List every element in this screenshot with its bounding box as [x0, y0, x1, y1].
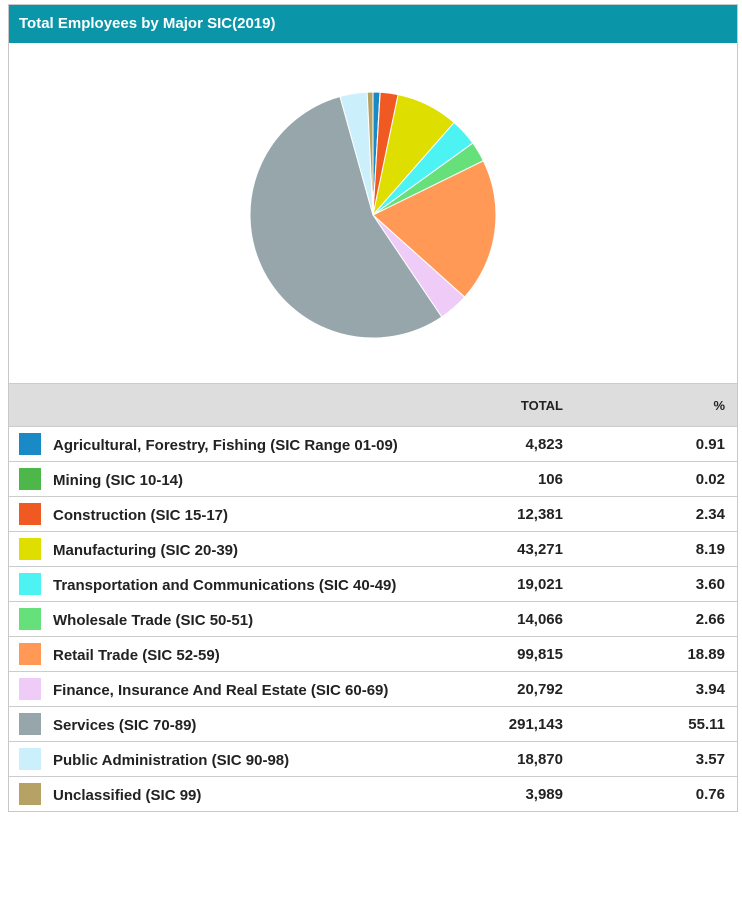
percent-cell: 3.57 — [575, 741, 737, 777]
row-label: Mining (SIC 10-14) — [53, 472, 184, 489]
panel: Total Employees by Major SIC(2019) TOTAL… — [8, 4, 738, 812]
legend-swatch — [19, 573, 41, 595]
percent-cell: 0.76 — [575, 776, 737, 811]
header-row: TOTAL % — [9, 383, 737, 427]
pie-slice — [372, 160, 497, 298]
legend-swatch — [19, 503, 41, 525]
legend-swatch — [19, 433, 41, 455]
percent-cell: 55.11 — [575, 706, 737, 742]
row-label: Wholesale Trade (SIC 50-51) — [53, 612, 254, 629]
legend-swatch — [19, 468, 41, 490]
total-cell: 20,792 — [452, 671, 575, 707]
row-label-cell: Public Administration (SIC 90-98) — [9, 741, 452, 777]
row-label: Agricultural, Forestry, Fishing (SIC Ran… — [53, 437, 398, 454]
table-row: Public Administration (SIC 90-98) 18,870 3… — [9, 741, 737, 777]
table-row: Services (SIC 70-89) 291,143 55.11 — [9, 706, 737, 742]
table-row: Unclassified (SIC 99) 3,989 0.76 — [9, 776, 737, 811]
table-row: Finance, Insurance And Real Estate (SIC … — [9, 671, 737, 707]
total-cell: 18,870 — [452, 741, 575, 777]
row-label-cell: Services (SIC 70-89) — [9, 706, 452, 742]
row-label-cell: Agricultural, Forestry, Fishing (SIC Ran… — [9, 426, 452, 462]
percent-cell: 18.89 — [575, 636, 737, 672]
row-label-cell: Finance, Insurance And Real Estate (SIC … — [9, 671, 452, 707]
row-label-cell: Mining (SIC 10-14) — [9, 461, 452, 497]
legend-swatch — [19, 713, 41, 735]
percent-cell: 2.34 — [575, 496, 737, 532]
row-label-cell: Construction (SIC 15-17) — [9, 496, 452, 532]
column-header: TOTAL — [452, 383, 575, 427]
row-label-cell: Manufacturing (SIC 20-39) — [9, 531, 452, 567]
table-row: Mining (SIC 10-14) 106 0.02 — [9, 461, 737, 497]
total-cell: 19,021 — [452, 566, 575, 602]
total-cell: 99,815 — [452, 636, 575, 672]
total-cell: 43,271 — [452, 531, 575, 567]
row-label-cell: Retail Trade (SIC 52-59) — [9, 636, 452, 672]
row-label: Public Administration (SIC 90-98) — [53, 752, 290, 769]
percent-cell: 2.66 — [575, 601, 737, 637]
pie-slice — [366, 91, 374, 216]
row-label: Finance, Insurance And Real Estate (SIC … — [53, 682, 389, 699]
legend-swatch — [19, 783, 41, 805]
row-label: Construction (SIC 15-17) — [53, 507, 229, 524]
legend-swatch — [19, 608, 41, 630]
row-label: Transportation and Communications (SIC 4… — [53, 577, 397, 594]
total-cell: 3,989 — [452, 776, 575, 811]
total-cell: 12,381 — [452, 496, 575, 532]
row-label-cell: Transportation and Communications (SIC 4… — [9, 566, 452, 602]
total-cell: 291,143 — [452, 706, 575, 742]
panel-title: Total Employees by Major SIC(2019) — [9, 5, 737, 43]
table-row: Manufacturing (SIC 20-39) 43,271 8.19 — [9, 531, 737, 567]
percent-cell: 0.91 — [575, 426, 737, 462]
table-row: Transportation and Communications (SIC 4… — [9, 566, 737, 602]
legend-swatch — [19, 538, 41, 560]
legend-swatch — [19, 678, 41, 700]
table-row: Retail Trade (SIC 52-59) 99,815 18.89 — [9, 636, 737, 672]
row-label: Manufacturing (SIC 20-39) — [53, 542, 239, 559]
legend-swatch — [19, 748, 41, 770]
pie-chart — [249, 91, 497, 339]
row-label-cell: Wholesale Trade (SIC 50-51) — [9, 601, 452, 637]
legend-swatch — [19, 643, 41, 665]
pie-slice — [249, 95, 443, 339]
total-cell: 106 — [452, 461, 575, 497]
data-table: TOTAL % Agricultural, Forestry, Fishing … — [9, 383, 737, 811]
percent-cell: 0.02 — [575, 461, 737, 497]
row-label: Unclassified (SIC 99) — [53, 787, 202, 804]
total-cell: 14,066 — [452, 601, 575, 637]
row-label: Services (SIC 70-89) — [53, 717, 197, 734]
percent-cell: 3.60 — [575, 566, 737, 602]
percent-cell: 8.19 — [575, 531, 737, 567]
table-row: Agricultural, Forestry, Fishing (SIC Ran… — [9, 426, 737, 462]
table-row: Construction (SIC 15-17) 12,381 2.34 — [9, 496, 737, 532]
column-header: % — [575, 383, 737, 427]
row-label: Retail Trade (SIC 52-59) — [53, 647, 220, 664]
row-label-cell: Unclassified (SIC 99) — [9, 776, 452, 811]
total-cell: 4,823 — [452, 426, 575, 462]
percent-cell: 3.94 — [575, 671, 737, 707]
blank-header — [9, 383, 452, 427]
table-row: Wholesale Trade (SIC 50-51) 14,066 2.66 — [9, 601, 737, 637]
